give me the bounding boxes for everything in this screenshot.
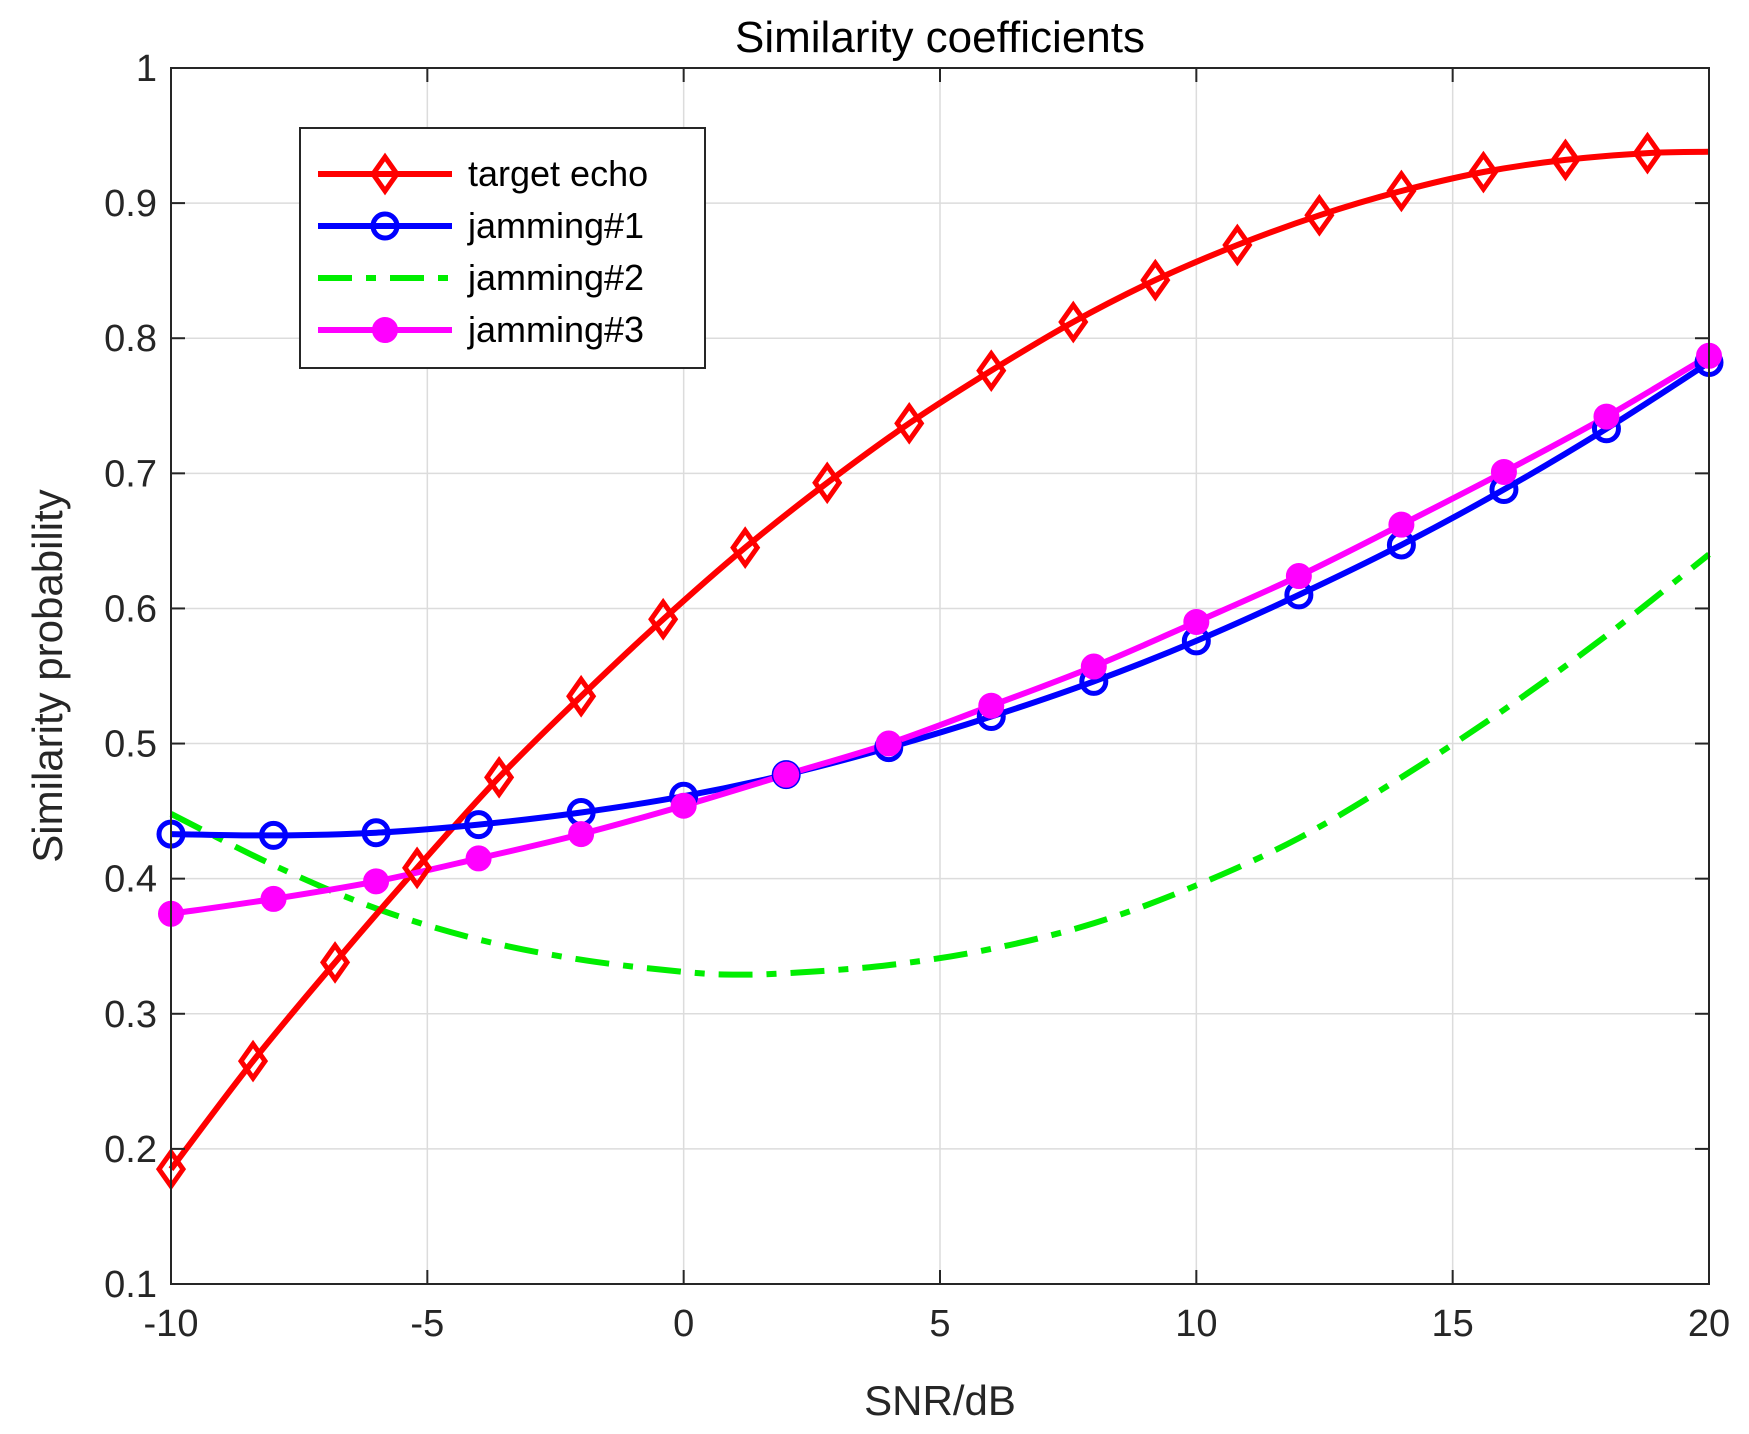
y-tick-label: 0.8: [104, 318, 157, 360]
y-tick-label: 0.9: [104, 183, 157, 225]
data-point-target-echo: [1386, 169, 1417, 213]
legend-marker-target-echo: [369, 152, 401, 196]
x-axis-title: SNR/dB: [864, 1377, 1016, 1424]
data-point-jamming-3: [568, 821, 595, 848]
data-point-target-echo: [1632, 131, 1663, 175]
data-point-jamming-1: [464, 810, 494, 840]
data-point-target-echo: [894, 402, 925, 445]
data-point-jamming-3: [773, 761, 800, 788]
legend-marker-jamming-3: [372, 317, 398, 343]
data-point-jamming-3: [260, 885, 287, 912]
data-point-target-echo: [1550, 138, 1581, 182]
y-tick-label: 1: [136, 48, 157, 90]
x-tick-label: 0: [673, 1303, 694, 1345]
y-tick-label: 0.6: [104, 588, 157, 630]
data-point-target-echo: [730, 526, 761, 569]
data-point-target-echo: [648, 597, 679, 641]
data-point-jamming-3: [1183, 608, 1210, 635]
y-tick-label: 0.3: [104, 994, 157, 1036]
y-tick-label: 0.2: [104, 1129, 157, 1171]
tick-labels: -10 -5 0 5 10 15 20 0.1 0.2 0.3 0.4 0.5 0.6 0.7 0.8 0.9…: [104, 48, 1730, 1345]
data-point-target-echo: [1058, 300, 1089, 344]
x-tick-label: 15: [1432, 1303, 1474, 1345]
data-point-jamming-3: [465, 845, 492, 872]
legend-label-jamming-3: jamming#3: [467, 309, 644, 350]
data-point-jamming-3: [978, 692, 1005, 719]
x-tick-label: -10: [144, 1303, 199, 1345]
data-point-jamming-3: [1285, 563, 1312, 590]
x-tick-label: -5: [410, 1303, 444, 1345]
x-tick-label: 10: [1175, 1303, 1217, 1345]
data-point-jamming-3: [1080, 653, 1107, 680]
data-point-target-echo: [1222, 223, 1253, 267]
data-point-jamming-3: [363, 868, 390, 895]
ticks: [170, 67, 1710, 1285]
data-point-target-echo: [1304, 193, 1335, 237]
legend: target echo jamming#1 jamming#2 jamming#3: [299, 127, 706, 369]
data-point-target-echo: [319, 941, 351, 984]
data-point-target-echo: [237, 1039, 269, 1083]
x-tick-label: 20: [1688, 1303, 1730, 1345]
y-tick-label: 0.5: [104, 724, 157, 766]
data-point-jamming-3: [875, 730, 902, 757]
data-point-jamming-1: [259, 820, 289, 850]
legend-marker-jamming-1: [370, 211, 400, 241]
data-point-jamming-1: [361, 818, 391, 848]
y-tick-label: 0.1: [104, 1264, 157, 1306]
legend-label-target-echo: target echo: [468, 153, 648, 194]
data-point-target-echo: [484, 755, 515, 799]
data-point-target-echo: [566, 674, 597, 718]
y-tick-label: 0.7: [104, 453, 157, 495]
data-point-jamming-3: [1490, 458, 1517, 485]
chart-title: Similarity coefficients: [735, 13, 1145, 62]
legend-label-jamming-1: jamming#1: [467, 205, 644, 246]
x-tick-label: 5: [929, 1303, 950, 1345]
data-point-target-echo: [1140, 258, 1171, 302]
y-tick-label: 0.4: [104, 859, 157, 901]
data-point-jamming-3: [670, 792, 697, 819]
series-line-jamming-2: [169, 552, 1711, 978]
legend-label-jamming-2: jamming#2: [467, 257, 644, 298]
data-point-jamming-3: [1388, 511, 1415, 538]
data-point-target-echo: [812, 461, 843, 505]
data-point-target-echo: [1468, 150, 1499, 194]
data-point-target-echo: [402, 846, 433, 890]
y-axis-title: Similarity probability: [24, 489, 71, 862]
series-line-jamming-1: [170, 359, 1711, 839]
data-point-target-echo: [976, 349, 1007, 392]
data-point-jamming-3: [1593, 403, 1620, 430]
